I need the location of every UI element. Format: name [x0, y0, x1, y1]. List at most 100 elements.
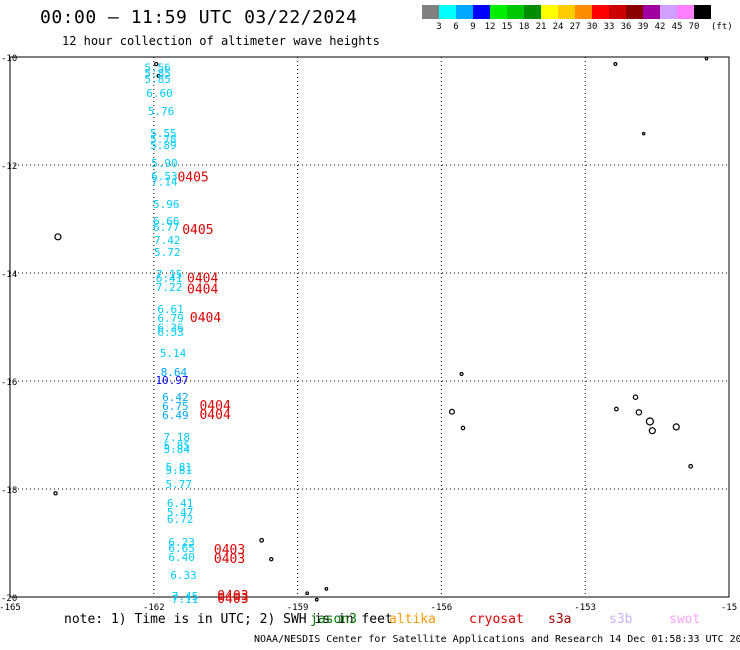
wave-height-label: 7.18	[164, 431, 191, 444]
wave-height-label: 5.78	[150, 133, 177, 146]
legend-swatch	[609, 5, 626, 19]
island-outline	[324, 587, 329, 591]
wave-height-label: 7.42	[154, 234, 181, 247]
island-outline	[305, 591, 310, 596]
wave-height-label: 6.72	[167, 513, 194, 526]
pass-id-label: 0403	[217, 589, 248, 604]
wave-height-label: 5.14	[160, 347, 187, 360]
wave-height-label: 6.23	[168, 536, 195, 549]
wave-height-label: 6.61	[157, 303, 184, 316]
wave-height-label: 6.77	[153, 221, 180, 234]
pass-id-label: 0405	[177, 170, 208, 185]
chart-subtitle: 12 hour collection of altimeter wave hei…	[62, 34, 380, 48]
legend-swatch	[694, 5, 711, 19]
wave-height-label: 6.79	[157, 312, 184, 325]
legend-swatch	[524, 5, 541, 19]
satellite-name: s3b	[609, 612, 633, 627]
pass-id-label: 0403	[214, 552, 245, 567]
legend-bin-label: 15	[501, 22, 513, 32]
island-outline	[704, 56, 709, 61]
pass-id-label: 0404	[187, 271, 218, 286]
wave-height-label: 7.45	[172, 590, 199, 603]
pass-id-label: 0403	[217, 592, 248, 607]
satellite-name: jason3	[310, 612, 357, 627]
wave-height-label: 6.75	[162, 400, 189, 413]
legend-swatch	[473, 5, 490, 19]
island-outline	[613, 62, 618, 67]
wave-height-label: 6.60	[146, 87, 173, 100]
wave-height-label: 5.77	[165, 478, 192, 491]
wave-height-label: 6.40	[168, 551, 195, 564]
satellite-name: s3a	[548, 612, 572, 627]
legend-swatch	[643, 5, 660, 19]
island-outline	[53, 491, 58, 496]
legend-bin-label: 3	[436, 22, 442, 32]
wave-height-label: 7.22	[156, 281, 183, 294]
wave-height-label: 5.90	[151, 157, 178, 170]
island-outline	[645, 417, 655, 426]
pass-id-label: 0404	[199, 399, 230, 414]
island-outline	[448, 408, 455, 415]
map-frame	[9, 56, 730, 598]
wave-height-label: 5.56	[144, 61, 171, 74]
wave-height-label: 5.72	[154, 246, 181, 259]
satellite-name: altika	[389, 612, 436, 627]
legend-swatch	[575, 5, 592, 19]
legend-bin-label: 33	[603, 22, 615, 32]
longitude-tick-label: -153	[574, 603, 596, 613]
legend-bin-label: 24	[552, 22, 564, 32]
pass-id-label: 0405	[182, 223, 213, 238]
satellite-name: cryosat	[469, 612, 524, 627]
island-outline	[641, 131, 646, 136]
legend-bin-label: 70	[688, 22, 700, 32]
wave-height-label: 6.41	[167, 497, 194, 510]
legend-swatch	[626, 5, 643, 19]
legend-swatch	[592, 5, 609, 19]
island-outline	[156, 73, 161, 78]
latitude-tick-label: -20	[1, 594, 17, 604]
latitude-tick-label: -12	[1, 162, 17, 172]
legend-unit-label: (ft)	[711, 22, 733, 32]
satellite-name: swot	[669, 612, 701, 627]
wave-height-label: 5.84	[164, 443, 191, 456]
legend-swatch	[558, 5, 575, 19]
wave-height-label: 10.97	[155, 374, 188, 387]
legend-bin-label: 12	[484, 22, 496, 32]
island-outline	[672, 423, 680, 431]
legend-bin-label: 42	[654, 22, 666, 32]
note-text: note: 1) Time is in UTC; 2) SWH is in fe…	[64, 612, 393, 627]
legend-swatch	[439, 5, 456, 19]
legend-swatch	[490, 5, 507, 19]
legend-bin-label: 6	[453, 22, 459, 32]
wave-height-label: 5.47	[167, 506, 194, 519]
legend-swatch	[507, 5, 524, 19]
pass-id-label: 0404	[199, 408, 230, 423]
legend-swatch	[660, 5, 677, 19]
island-outline	[269, 557, 274, 562]
longitude-tick-label: -159	[287, 603, 309, 613]
island-outline	[314, 597, 319, 602]
wave-height-label: 5.76	[148, 105, 175, 118]
footer-credit: NOAA/NESDIS Center for Satellite Applica…	[254, 634, 740, 645]
color-legend: (ft) 3 6 9 12 15 18 21 24 27 30 33 36 39 42 45 70	[420, 5, 737, 37]
island-outline	[259, 537, 265, 543]
wave-height-label: 7.11	[172, 593, 199, 606]
latitude-tick-label: -18	[1, 486, 17, 496]
wave-height-label: 6.33	[170, 569, 197, 582]
legend-bin-label: 45	[671, 22, 683, 32]
wave-height-label: 7.14	[151, 176, 178, 189]
longitude-tick-label: -162	[143, 603, 165, 613]
wave-height-label: 5.89	[150, 139, 177, 152]
legend-swatch	[677, 5, 694, 19]
longitude-tick-label: -165	[0, 603, 21, 613]
wave-height-label: 5.81	[165, 461, 192, 474]
wave-height-label: 5.85	[144, 73, 171, 86]
island-outline	[54, 233, 62, 241]
legend-bin-label: 27	[569, 22, 581, 32]
legend-bin-label: 21	[535, 22, 547, 32]
island-outline	[648, 427, 656, 435]
wave-height-label: 6.42	[162, 391, 189, 404]
longitude-tick-label: -15	[721, 603, 737, 613]
legend-swatch	[422, 5, 439, 19]
wave-height-label: 7.15	[156, 268, 183, 281]
